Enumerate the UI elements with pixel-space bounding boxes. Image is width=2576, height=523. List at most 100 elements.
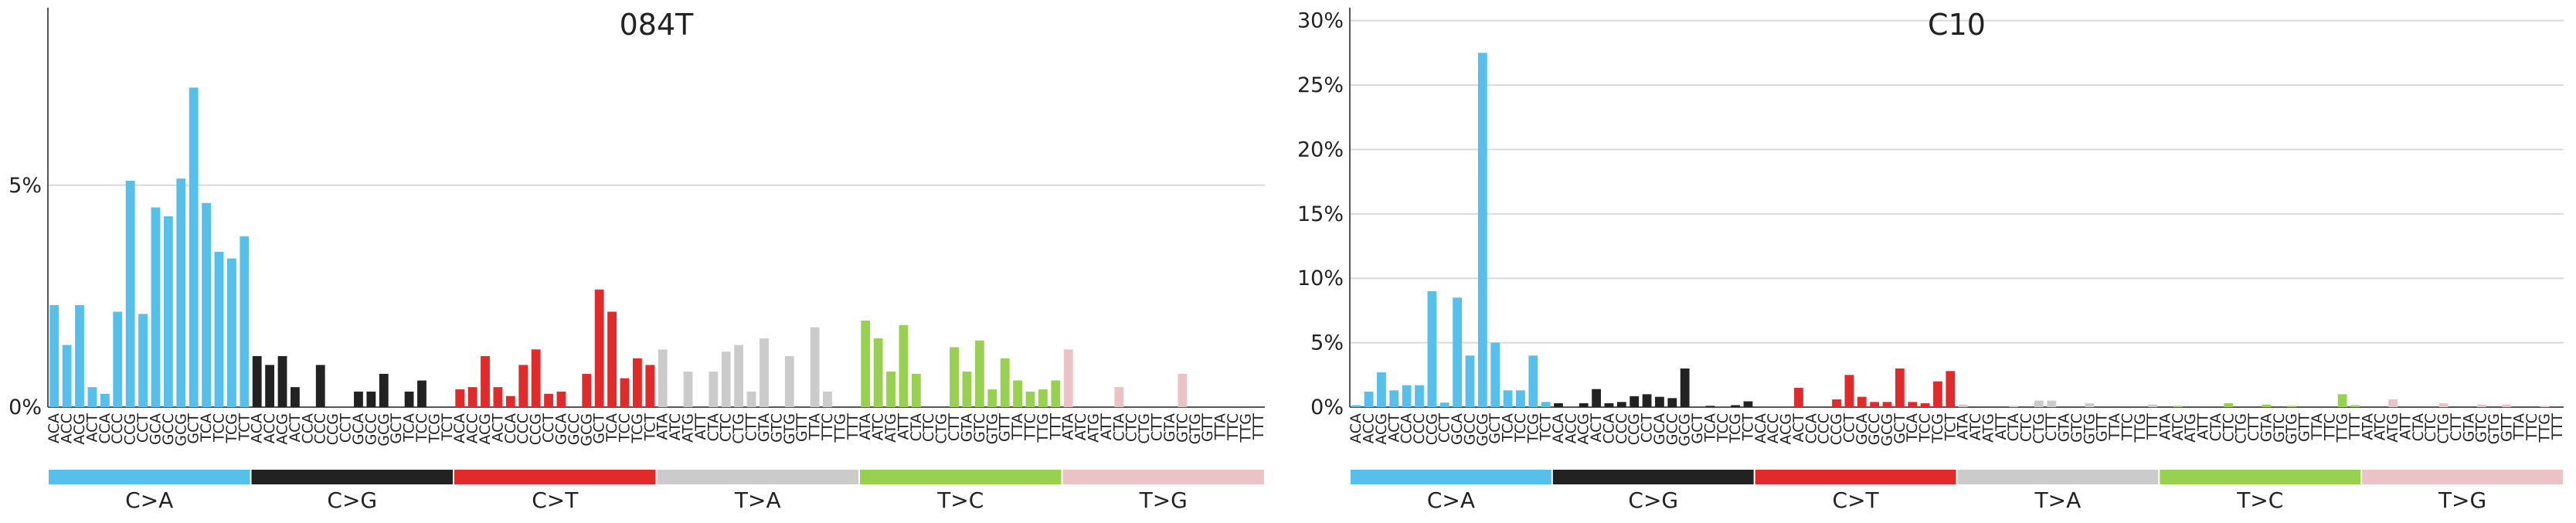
x-tick-label: GTG (2486, 413, 2503, 444)
chart-title: 084T (620, 8, 695, 42)
x-tick-label: ACT (1790, 413, 1807, 443)
x-tick-label: ATA (2157, 413, 2174, 440)
bar (1642, 394, 1652, 407)
x-tick-label: CTA (705, 413, 722, 441)
x-tick-label: TCA (1904, 413, 1921, 443)
x-tick-label: GTT (997, 413, 1014, 442)
x-tick-label: GCC (1664, 413, 1681, 445)
bar (1832, 399, 1841, 407)
x-tick-label: TTA (2106, 413, 2123, 440)
bar (658, 349, 668, 407)
bar (138, 314, 148, 407)
x-tick-label: TCG (629, 413, 646, 443)
x-tick-label: CCT (1840, 413, 1857, 443)
bar (1731, 405, 1741, 407)
x-tick-label: CCG (528, 413, 545, 445)
y-tick-label: 0% (1310, 396, 1344, 419)
x-tick-label: GTT (2094, 413, 2111, 442)
x-tick-label: CTA (908, 413, 925, 441)
mutation-type-bar (1552, 470, 1754, 484)
bar (1402, 385, 1412, 407)
bar (1114, 387, 1124, 407)
x-tick-label: TTT (1047, 413, 1064, 441)
x-tick-label: GCC (566, 413, 583, 445)
bar (2476, 404, 2486, 407)
x-tick-label: GCA (350, 413, 367, 445)
x-tick-label: TCC (413, 413, 430, 443)
bar (721, 351, 731, 407)
x-tick-label: ACA (1752, 413, 1769, 443)
x-tick-label: CTT (946, 413, 963, 442)
x-tick-label: TTA (807, 413, 824, 440)
x-tick-label: CTC (2422, 413, 2439, 442)
bar (1477, 53, 1487, 407)
bar (125, 181, 135, 408)
mutation-type-bar (49, 470, 250, 484)
bar (1705, 406, 1715, 407)
x-tick-label: CTG (1136, 413, 1153, 444)
x-tick-label: GTG (781, 413, 798, 444)
x-tick-label: ATG (2384, 413, 2401, 443)
bar (2224, 402, 2234, 407)
x-tick-label: TCG (1727, 413, 1744, 443)
mutation-type-label: C>A (1427, 487, 1475, 513)
x-tick-label: ACC (59, 413, 76, 443)
x-tick-label: GCG (1677, 413, 1694, 447)
mutation-type-bar (251, 470, 453, 484)
x-tick-label: TTA (2309, 413, 2326, 440)
x-tick-label: ACT (1588, 413, 1605, 443)
bar (760, 338, 769, 407)
bar (2047, 400, 2057, 407)
x-tick-label: ACA (1347, 413, 1364, 443)
bar (1870, 402, 1880, 407)
x-tick-label: CTC (1123, 413, 1140, 442)
x-tick-label: ACG (1373, 413, 1390, 445)
mutation-type-bar (1755, 470, 1956, 484)
x-tick-label: GCC (1461, 413, 1478, 445)
x-tick-label: TCA (1701, 413, 1718, 443)
bar (505, 396, 515, 407)
bar (1351, 405, 1361, 407)
x-tick-label: CTA (2207, 413, 2224, 441)
x-tick-label: CCA (1398, 413, 1415, 444)
x-tick-label: CCG (325, 413, 342, 445)
x-tick-label: TTG (2536, 413, 2553, 443)
bar (1541, 402, 1551, 407)
x-tick-label: TTC (2523, 413, 2540, 441)
mutation-type-label: T>C (936, 487, 984, 513)
x-tick-label: GTA (958, 413, 975, 442)
bar (632, 358, 642, 407)
x-tick-label: TTT (845, 413, 861, 441)
x-tick-label: GTC (2473, 413, 2490, 443)
bar (1630, 396, 1640, 407)
x-tick-label: CCC (109, 413, 126, 444)
bar (886, 372, 895, 407)
x-tick-label: CTC (2220, 413, 2237, 442)
bar (1667, 398, 1677, 407)
bar (49, 304, 59, 407)
x-tick-label: CCG (1828, 413, 1845, 445)
bar (2350, 405, 2360, 407)
x-tick-label: GTT (2498, 413, 2515, 442)
x-tick-label: GTT (794, 413, 811, 442)
x-tick-label: CTC (718, 413, 735, 442)
bar (1364, 391, 1374, 407)
x-tick-label: ATC (870, 413, 887, 440)
bar (1377, 372, 1386, 407)
x-tick-label: CTT (2245, 413, 2262, 442)
x-tick-label: GCT (185, 413, 202, 444)
x-tick-label: GCG (376, 413, 393, 447)
x-tick-label: GCC (362, 413, 379, 445)
x-tick-label: GCA (1449, 413, 1466, 445)
bar (620, 378, 630, 407)
x-tick-label: TCA (401, 413, 418, 443)
x-tick-label: GCT (591, 413, 608, 444)
x-tick-label: CTG (2435, 413, 2452, 444)
bar (379, 373, 389, 407)
bar (1439, 402, 1449, 407)
bar (594, 289, 604, 407)
bar (291, 387, 300, 407)
bar (873, 338, 883, 407)
x-tick-label: GTT (1199, 413, 1216, 442)
x-tick-label: ATC (2170, 413, 2187, 440)
